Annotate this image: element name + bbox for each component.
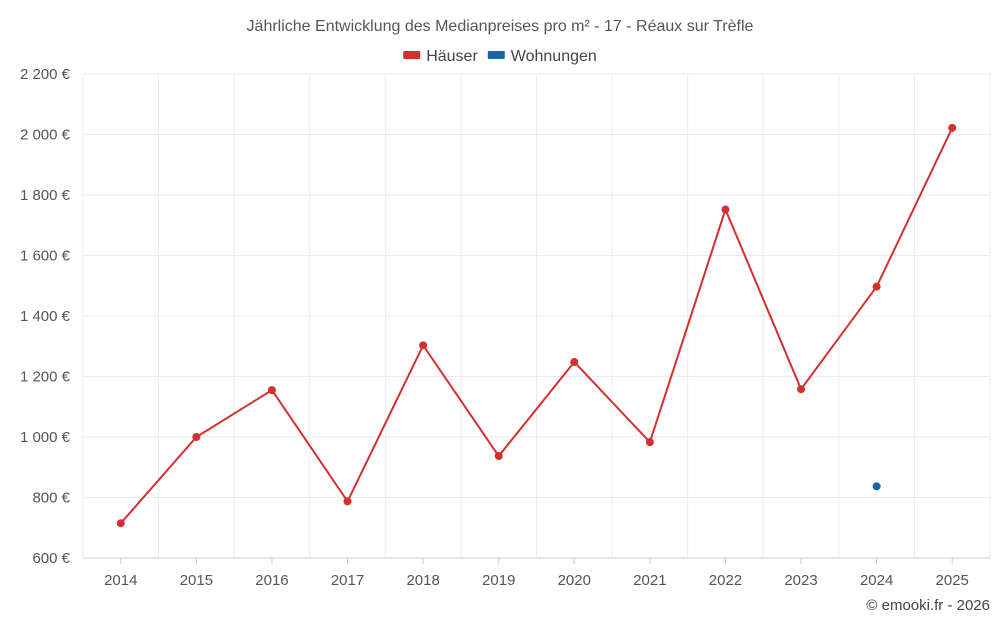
x-tick-label: 2024 — [860, 572, 893, 589]
y-tick-label: 1 400 € — [20, 308, 71, 325]
y-tick-label: 1 200 € — [20, 369, 71, 386]
x-tick-label: 2020 — [558, 572, 591, 589]
y-tick-label: 800 € — [32, 490, 70, 507]
credit: © emooki.fr - 2026 — [866, 597, 990, 614]
data-point[interactable] — [192, 433, 201, 441]
data-point[interactable] — [343, 497, 352, 506]
data-point[interactable] — [645, 438, 654, 447]
x-tick-label: 2018 — [406, 572, 439, 589]
x-tick-label: 2014 — [104, 572, 137, 589]
x-tick-label: 2023 — [784, 572, 817, 589]
data-point[interactable] — [116, 519, 125, 528]
legend-item[interactable]: Häuser — [403, 48, 478, 65]
y-tick-label: 2 000 € — [20, 127, 71, 144]
legend-label: Häuser — [426, 48, 478, 65]
x-tick-label: 2025 — [936, 572, 969, 589]
x-axis: 2014 2015 2016 2017 2018 2019 2020 2021 2022 2023… — [104, 558, 969, 589]
y-tick-label: 600 € — [32, 550, 70, 567]
legend-swatch — [403, 51, 421, 59]
series-0 — [116, 123, 957, 528]
grid — [82, 73, 991, 559]
legend-label: Wohnungen — [511, 48, 597, 65]
y-tick-label: 2 200 € — [20, 66, 71, 83]
series-line — [120, 127, 954, 524]
data-point[interactable] — [872, 282, 881, 291]
data-point[interactable] — [419, 341, 428, 350]
x-tick-label: 2016 — [255, 572, 288, 589]
x-tick-label: 2022 — [709, 572, 742, 589]
data-point[interactable] — [494, 452, 503, 461]
y-tick-label: 1 000 € — [20, 429, 71, 446]
legend-swatch — [487, 51, 505, 59]
x-tick-label: 2021 — [633, 572, 666, 589]
data-point[interactable] — [570, 357, 579, 366]
series-layer — [116, 123, 957, 528]
legend-item[interactable]: Wohnungen — [487, 48, 597, 65]
data-point[interactable] — [872, 482, 881, 491]
data-point[interactable] — [948, 123, 957, 132]
series-1 — [872, 482, 881, 491]
y-tick-label: 1 600 € — [20, 248, 71, 265]
data-point[interactable] — [721, 205, 730, 214]
x-tick-label: 2019 — [482, 572, 515, 589]
chart-title: Jährliche Entwicklung des Medianpreises … — [247, 18, 754, 35]
y-axis: 600 € 800 € 1 000 € 1 200 € 1 400 € 1 600 € 1 … — [20, 66, 71, 567]
y-tick-label: 1 800 € — [20, 187, 71, 204]
data-point[interactable] — [797, 385, 806, 394]
x-tick-label: 2017 — [331, 572, 364, 589]
legend: Häuser Wohnungen — [403, 48, 597, 65]
x-tick-label: 2015 — [180, 572, 213, 589]
data-point[interactable] — [267, 386, 276, 395]
